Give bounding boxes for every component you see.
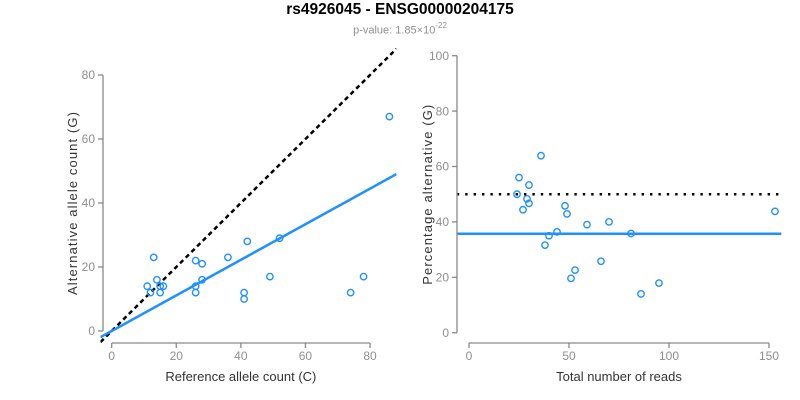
scatter-point [275,234,284,243]
y-tick-label: 80 [436,104,450,118]
y-tick-label: 20 [82,260,96,274]
scatter-point [240,295,248,303]
scatter-point [513,190,521,199]
scatter-point [224,253,232,262]
x-tick-label: 40 [234,349,248,363]
scatter-point [583,220,591,229]
scatter-point [771,207,779,216]
x-tick-label: 20 [170,349,184,363]
figure-title: rs4926045 - ENSG00000204175 [286,1,514,18]
scatter-point [191,282,200,291]
scatter-point [519,205,527,214]
x-tick-label: 50 [562,349,576,363]
scatter-point [515,173,523,182]
scatter-point [537,151,545,160]
scatter-point [266,272,274,281]
scatter-point [541,241,549,250]
x-tick-label: 60 [299,349,313,363]
scatter-point [525,181,533,189]
x-axis-title: Reference allele count (C) [165,369,316,384]
scatter-point [563,209,571,218]
scatter-point [523,195,531,203]
scatter-point [627,229,635,238]
y-tick-label: 80 [82,68,96,82]
scatter-point [605,217,613,226]
scatter-point [240,288,248,297]
y-tick-label: 60 [82,132,96,146]
x-tick-label: 0 [108,349,115,363]
x-tick-label: 100 [659,349,679,363]
scatter-point [191,256,200,265]
scatter-point [561,201,569,210]
scatter-point [571,266,579,274]
scatter-point [243,237,252,246]
scatter-point [553,227,561,236]
scatter-point [346,288,355,297]
scatter-point [545,231,553,240]
p-value-text: p-value: 1.85×10 [353,24,436,37]
y-tick-label: 40 [82,196,96,210]
scatter-point [153,275,161,284]
scatter-point [156,282,165,291]
scatter-point [191,288,200,297]
scatter-point [149,253,158,262]
scatter-point [655,279,663,288]
x-axis-title: Total number of reads [556,369,682,384]
scatter-point [359,272,368,281]
plot-panel-percentage: 0 50 100 150 0 20 40 60 80 100 Total number of rea… [420,49,782,384]
scatter-point [159,282,168,291]
x-tick-label: 80 [363,349,377,363]
scatter-point [637,290,645,298]
scatter-point [143,282,152,291]
figure-subtitle: p-value: 1.85×10-22 [0,21,800,37]
fitted-proportion-line [100,172,397,339]
y-axis-title: Alternative allele count (G) [65,111,80,295]
y-tick-label: 20 [436,271,450,285]
y-tick-label: 0 [88,324,95,338]
identity-line [100,47,397,343]
scatter-point [525,199,533,208]
scatter-point [146,288,155,297]
y-tick-label: 100 [429,49,449,63]
scatter-point [198,275,207,284]
x-tick-label: 150 [759,349,779,363]
y-tick-label: 40 [436,215,450,229]
scatter-point [567,274,575,283]
y-axis-title: Percentage alternative (G) [420,104,435,285]
y-tick-label: 0 [442,326,449,340]
scatter-point [597,257,605,266]
p-value-exponent: -22 [435,21,447,30]
scatter-point [385,112,394,121]
plot-panel-counts: 0 20 40 60 80 0 20 40 60 80 Reference allele count… [65,47,397,384]
x-tick-label: 0 [466,349,473,363]
scatter-point [156,288,165,297]
scatter-point [198,259,207,268]
y-tick-label: 60 [436,160,450,174]
